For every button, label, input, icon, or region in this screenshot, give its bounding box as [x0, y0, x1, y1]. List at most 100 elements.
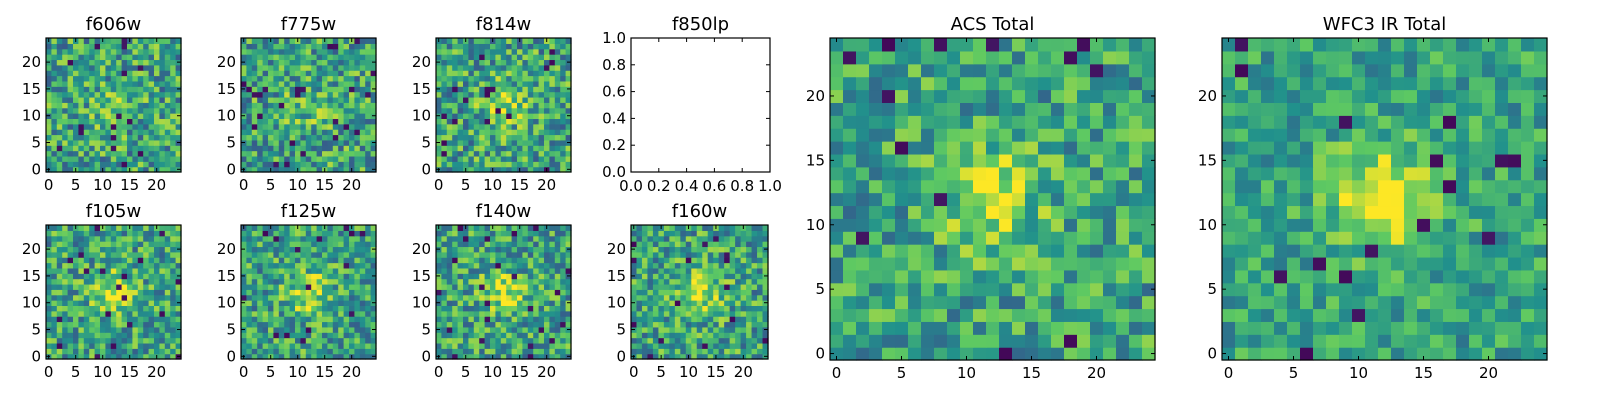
- heatmap-cell: [170, 145, 177, 152]
- heatmap-cell: [473, 113, 480, 119]
- heatmap-cell: [46, 134, 52, 141]
- heatmap-cell: [473, 118, 480, 125]
- heatmap-cell: [457, 64, 464, 71]
- heatmap-cell: [83, 75, 90, 82]
- heatmap-cell: [527, 294, 534, 301]
- heatmap-cell: [273, 118, 280, 125]
- heatmap-cell: [137, 150, 144, 157]
- heatmap-cell: [452, 75, 459, 82]
- heatmap-cell: [359, 262, 366, 269]
- heatmap-cell: [51, 80, 58, 87]
- heatmap-cell: [246, 305, 253, 312]
- heatmap-cell: [94, 113, 101, 119]
- heatmap-cell: [691, 321, 698, 328]
- heatmap-cell: [843, 231, 857, 245]
- heatmap-cell: [268, 139, 274, 146]
- heatmap-cell: [500, 273, 507, 280]
- heatmap-cell: [680, 230, 687, 237]
- heatmap-cell: [641, 353, 649, 360]
- heatmap-cell: [332, 235, 339, 242]
- heatmap-cell: [517, 86, 523, 93]
- heatmap-cell: [484, 75, 491, 82]
- heatmap-cell: [327, 283, 334, 290]
- heatmap-cell: [724, 283, 731, 290]
- heatmap-cell: [484, 342, 491, 349]
- heatmap-cell: [636, 321, 643, 328]
- heatmap-cell: [121, 80, 128, 87]
- heatmap-cell: [544, 155, 550, 162]
- heatmap-cell: [132, 225, 139, 231]
- heatmap-cell: [46, 80, 52, 87]
- heatmap-cell: [549, 91, 556, 98]
- heatmap-cell: [522, 38, 529, 44]
- heatmap-cell: [268, 348, 274, 355]
- heatmap-cell: [322, 43, 328, 50]
- heatmap-cell: [757, 305, 764, 312]
- heatmap-cell: [164, 305, 171, 312]
- heatmap-cell: [67, 310, 74, 317]
- heatmap-cell: [273, 321, 280, 328]
- heatmap-cell: [300, 118, 307, 125]
- heatmap-cell: [652, 262, 659, 269]
- heatmap-cell: [713, 326, 720, 333]
- heatmap-cell: [56, 326, 63, 333]
- heatmap-cell: [316, 278, 323, 285]
- heatmap-cell: [647, 353, 654, 360]
- heatmap-cell: [295, 129, 301, 136]
- heatmap-cell: [762, 289, 769, 296]
- heatmap-cell: [713, 305, 720, 312]
- heatmap-cell: [538, 278, 545, 285]
- heatmap-cell: [735, 294, 742, 301]
- heatmap-cell: [560, 64, 567, 71]
- heatmap-cell: [560, 86, 567, 93]
- heatmap-cell: [554, 139, 561, 146]
- heatmap-cell: [517, 70, 523, 77]
- heatmap-cell: [762, 251, 769, 258]
- panel-title-f850lp: f850lp: [672, 14, 729, 35]
- heatmap-cell: [251, 161, 258, 168]
- heatmap-cell: [175, 267, 182, 274]
- heatmap-cell: [127, 150, 133, 157]
- heatmap-cell: [1051, 295, 1065, 310]
- heatmap-cell: [241, 230, 247, 237]
- heatmap-cell: [322, 332, 328, 339]
- heatmap-cell: [495, 321, 502, 328]
- heatmap-cell: [332, 321, 339, 328]
- heatmap-cell: [349, 257, 355, 264]
- heatmap-cell: [560, 48, 567, 55]
- heatmap-cell: [268, 91, 274, 98]
- heatmap-cell: [463, 129, 469, 136]
- heatmap-cell: [680, 225, 687, 231]
- heatmap-cell: [691, 246, 698, 253]
- heatmap-cell: [1012, 295, 1026, 310]
- heatmap-cell: [148, 337, 155, 344]
- heatmap-cell: [560, 70, 567, 77]
- heatmap-cell: [511, 96, 518, 103]
- y-tick-label: 10: [607, 294, 626, 312]
- heatmap-cell: [154, 294, 160, 301]
- heatmap-cell: [137, 75, 144, 82]
- heatmap-cell: [960, 269, 974, 284]
- heatmap-cell: [554, 155, 561, 162]
- heatmap-cell: [83, 300, 90, 306]
- heatmap-cell: [246, 326, 253, 333]
- heatmap-cell: [517, 139, 523, 146]
- heatmap-cell: [1025, 205, 1039, 219]
- heatmap-cell: [83, 316, 90, 323]
- heatmap-cell: [127, 273, 133, 280]
- heatmap-cell: [484, 289, 491, 296]
- heatmap-cell: [284, 166, 291, 173]
- heatmap-cell: [78, 300, 85, 306]
- heatmap-cell: [289, 59, 296, 66]
- heatmap-cell: [457, 294, 464, 301]
- x-tick-label: 0.2: [647, 177, 671, 195]
- heatmap-cell: [359, 300, 366, 306]
- heatmap-cell: [641, 337, 649, 344]
- heatmap-cell: [843, 192, 857, 207]
- heatmap-cell: [446, 134, 453, 141]
- heatmap-cell: [1129, 282, 1143, 297]
- heatmap-cell: [436, 278, 442, 285]
- heatmap-cell: [132, 59, 139, 66]
- heatmap-cell: [452, 300, 459, 306]
